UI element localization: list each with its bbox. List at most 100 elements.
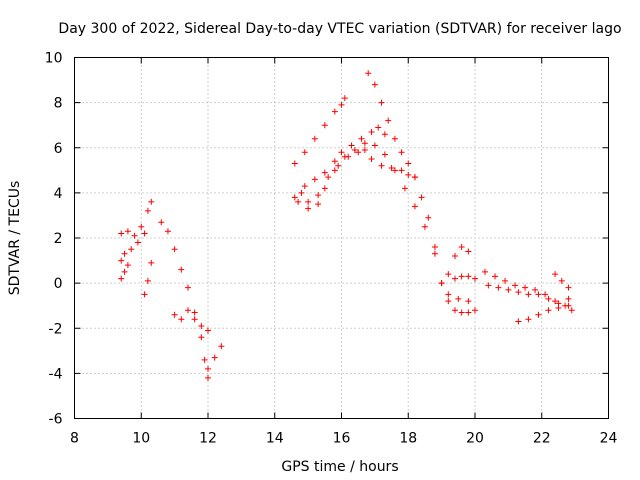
data-point (301, 183, 308, 190)
data-point (502, 277, 509, 284)
x-tick-labels: 8 10 12 14 16 18 20 22 24 (70, 431, 617, 447)
data-point (331, 158, 338, 165)
data-point (205, 374, 211, 381)
data-point (298, 189, 305, 196)
data-point (358, 135, 365, 142)
series-track-d (141, 259, 155, 298)
data-point (205, 327, 211, 334)
data-point (535, 311, 542, 318)
data-point (512, 282, 519, 289)
data-point (351, 147, 358, 154)
data-point (291, 160, 298, 167)
data-point (375, 124, 382, 131)
series-track-a (118, 198, 155, 239)
data-point (411, 203, 418, 210)
data-point (361, 140, 368, 147)
data-point (568, 307, 575, 314)
data-point (458, 244, 465, 251)
data-point (144, 207, 151, 214)
data-point (455, 295, 462, 302)
series-track-e (158, 219, 211, 381)
data-point (565, 295, 572, 302)
data-point (325, 174, 332, 181)
data-point (405, 171, 412, 178)
x-tick-label: 12 (199, 431, 217, 447)
data-point (525, 291, 532, 298)
series-track-h (291, 95, 348, 167)
data-point (368, 156, 375, 163)
data-point (144, 277, 151, 284)
series-track-k (298, 147, 418, 205)
data-point (385, 117, 392, 124)
data-point (378, 99, 385, 106)
data-point (291, 194, 298, 201)
data-point (124, 228, 131, 235)
data-point (211, 354, 218, 361)
y-tick-label: 4 (54, 186, 63, 202)
data-point (305, 198, 312, 205)
data-point (388, 165, 395, 172)
x-tick-label: 18 (399, 431, 417, 447)
data-point (545, 295, 552, 302)
data-points (118, 70, 575, 381)
data-point (458, 309, 465, 316)
data-point (505, 286, 512, 293)
data-point (295, 198, 302, 205)
data-point (558, 277, 565, 284)
x-tick-label: 22 (533, 431, 551, 447)
series-track-q (485, 282, 572, 307)
data-point (118, 257, 125, 264)
data-point (365, 70, 372, 77)
data-point (134, 239, 141, 246)
series-track-i (291, 124, 388, 201)
y-tick-label: 2 (54, 231, 63, 247)
data-point (311, 176, 318, 183)
data-point (411, 174, 418, 181)
data-point (465, 248, 472, 255)
data-point (398, 149, 405, 156)
data-point (482, 268, 489, 275)
y-tick-label: 6 (54, 141, 63, 157)
data-point (198, 322, 205, 329)
data-point (198, 334, 205, 341)
grid (74, 57, 609, 419)
data-point (378, 162, 385, 169)
series-track-m (445, 271, 478, 282)
data-point (381, 131, 388, 138)
y-tick-label: -2 (49, 321, 63, 337)
data-point (191, 309, 198, 316)
data-point (532, 286, 539, 293)
data-point (348, 142, 355, 149)
data-point (178, 316, 185, 323)
data-point (148, 259, 155, 266)
data-point (445, 298, 452, 305)
data-point (341, 95, 348, 102)
data-point (338, 149, 345, 156)
series-track-l (295, 140, 478, 316)
data-point (158, 219, 165, 226)
data-point (401, 185, 408, 192)
data-point (552, 271, 559, 278)
data-point (121, 250, 128, 257)
y-tick-label: -4 (49, 366, 63, 382)
data-point (465, 273, 472, 280)
data-point (465, 309, 472, 316)
data-point (184, 307, 191, 314)
data-point (391, 135, 398, 142)
series-track-b (118, 230, 148, 264)
data-point (421, 223, 428, 230)
x-tick-label: 8 (70, 431, 79, 447)
data-point (128, 246, 135, 253)
data-point (438, 280, 445, 287)
data-point (525, 316, 532, 323)
data-point (171, 246, 178, 253)
data-point (405, 160, 412, 167)
data-point (341, 153, 348, 160)
data-point (391, 167, 398, 174)
x-tick-label: 24 (600, 431, 618, 447)
y-axis-label: SDTVAR / TECUs (7, 181, 23, 296)
series-track-g (205, 343, 225, 372)
series-track-f (171, 307, 211, 334)
